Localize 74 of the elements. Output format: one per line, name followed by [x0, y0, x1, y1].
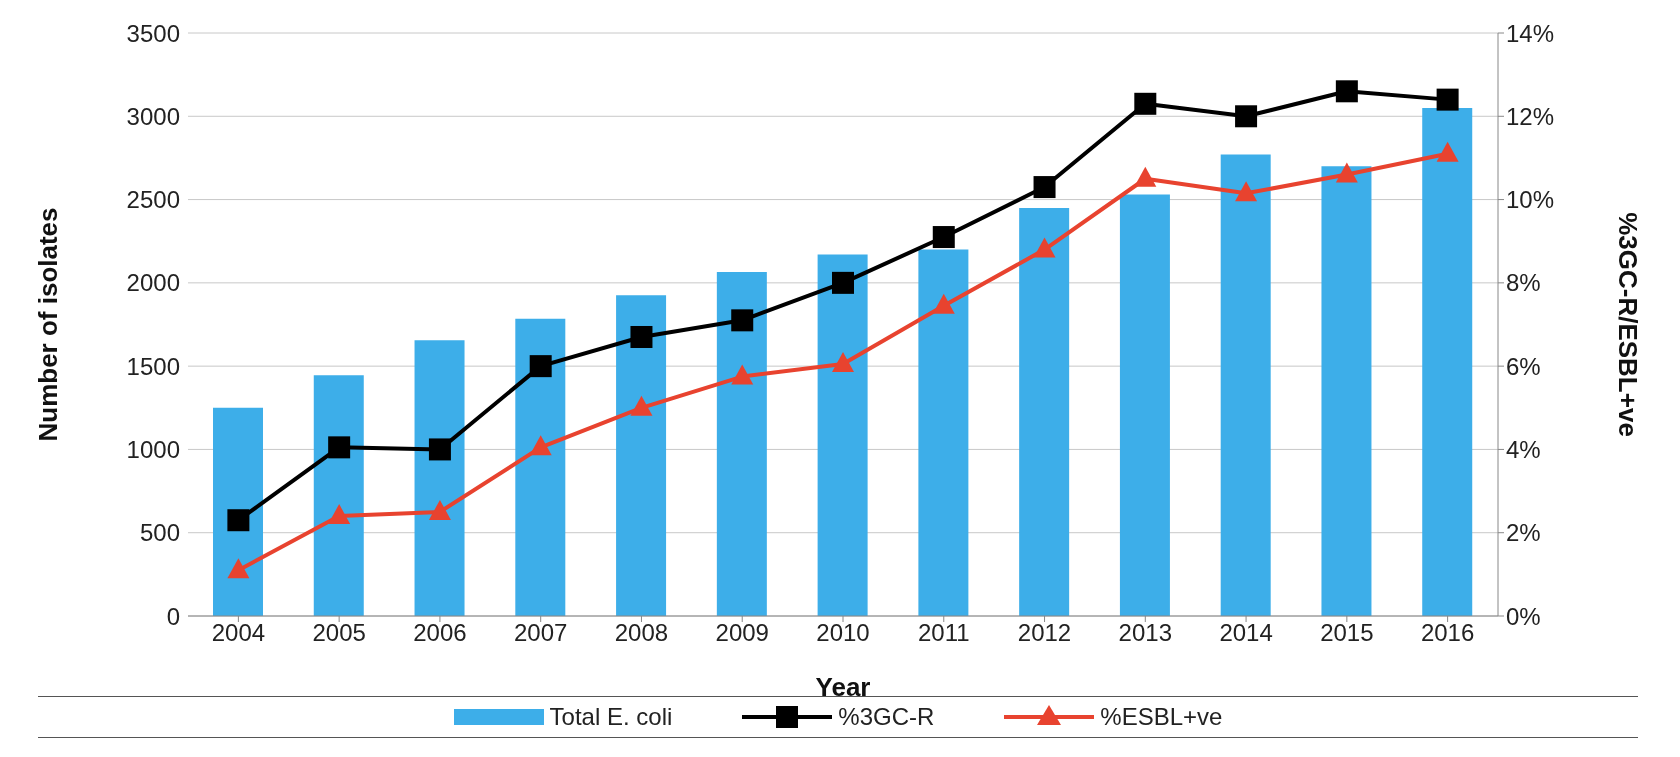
bar: [213, 407, 263, 616]
point: [1134, 166, 1157, 187]
x-tick-label: 2013: [1118, 619, 1172, 647]
point: [1436, 141, 1459, 162]
bar: [313, 375, 364, 616]
y2-tick-label: 2%: [1506, 519, 1541, 547]
bar: [1220, 154, 1271, 616]
point: [328, 504, 351, 525]
y2-tick-label: 0%: [1506, 602, 1541, 630]
y-tick-label: 1500: [126, 352, 180, 380]
point: [328, 436, 351, 459]
x-tick-label: 2008: [614, 619, 669, 647]
bar: [1422, 107, 1473, 616]
point: [1033, 176, 1056, 199]
y-tick-label: 0: [166, 602, 180, 630]
y-tick-label: 2500: [126, 186, 180, 214]
bar: [918, 249, 969, 616]
x-tick-label: 2005: [312, 619, 366, 647]
point: [1335, 162, 1358, 183]
y-tick-label: 3500: [126, 19, 180, 47]
bar: [1119, 194, 1170, 616]
bar: [817, 254, 868, 616]
y2-tick-label: 8%: [1506, 269, 1541, 297]
point: [1436, 88, 1459, 111]
bar: [515, 318, 566, 616]
y2-tick-label: 12%: [1506, 102, 1555, 130]
y-tick-label: 500: [139, 519, 180, 547]
point: [1235, 105, 1258, 128]
y-tick-label: 2000: [126, 269, 180, 297]
y2-axis-title: %3GC-R/ESBL+ve: [1612, 212, 1643, 437]
bar: [716, 272, 767, 616]
point: [832, 352, 854, 373]
point: [529, 435, 552, 456]
point: [428, 438, 451, 461]
x-tick-label: 2009: [715, 619, 769, 647]
bar: [1019, 207, 1070, 616]
point: [1134, 92, 1157, 115]
point: [1235, 181, 1258, 202]
point: [630, 325, 653, 348]
x-tick-label: 2004: [211, 619, 266, 647]
y2-tick-label: 6%: [1506, 352, 1541, 380]
point: [932, 226, 955, 249]
point: [529, 355, 552, 378]
legend-label: Total E. coli: [549, 703, 673, 731]
point: [1335, 80, 1358, 103]
point: [227, 558, 250, 579]
y-axis-title: Number of isolates: [33, 207, 64, 442]
x-tick-label: 2007: [514, 619, 568, 647]
point: [428, 499, 451, 520]
x-axis-title: Year: [815, 672, 871, 702]
bar: [616, 295, 667, 616]
x-tick-label: 2011: [917, 619, 970, 647]
x-tick-label: 2012: [1017, 619, 1072, 647]
y2-tick-label: 14%: [1506, 19, 1555, 47]
point: [630, 395, 653, 416]
y2-tick-label: 10%: [1506, 186, 1555, 214]
y-tick-label: 3000: [126, 102, 180, 130]
bar: [414, 340, 465, 616]
point: [932, 293, 955, 314]
point: [227, 509, 250, 532]
x-tick-label: 2014: [1219, 619, 1273, 647]
y2-tick-label: 4%: [1506, 435, 1541, 463]
legend-label: %3GC-R: [838, 703, 935, 731]
x-tick-label: 2016: [1420, 619, 1475, 647]
point: [731, 364, 754, 385]
x-tick-label: 2010: [816, 619, 870, 647]
x-tick-label: 2015: [1320, 619, 1374, 647]
point: [1033, 237, 1056, 258]
y-tick-label: 1000: [126, 435, 180, 463]
bar: [1321, 166, 1372, 616]
point: [832, 271, 854, 294]
x-tick-label: 2006: [413, 619, 467, 647]
legend-label: %ESBL+ve: [1100, 703, 1223, 731]
point: [731, 309, 754, 332]
